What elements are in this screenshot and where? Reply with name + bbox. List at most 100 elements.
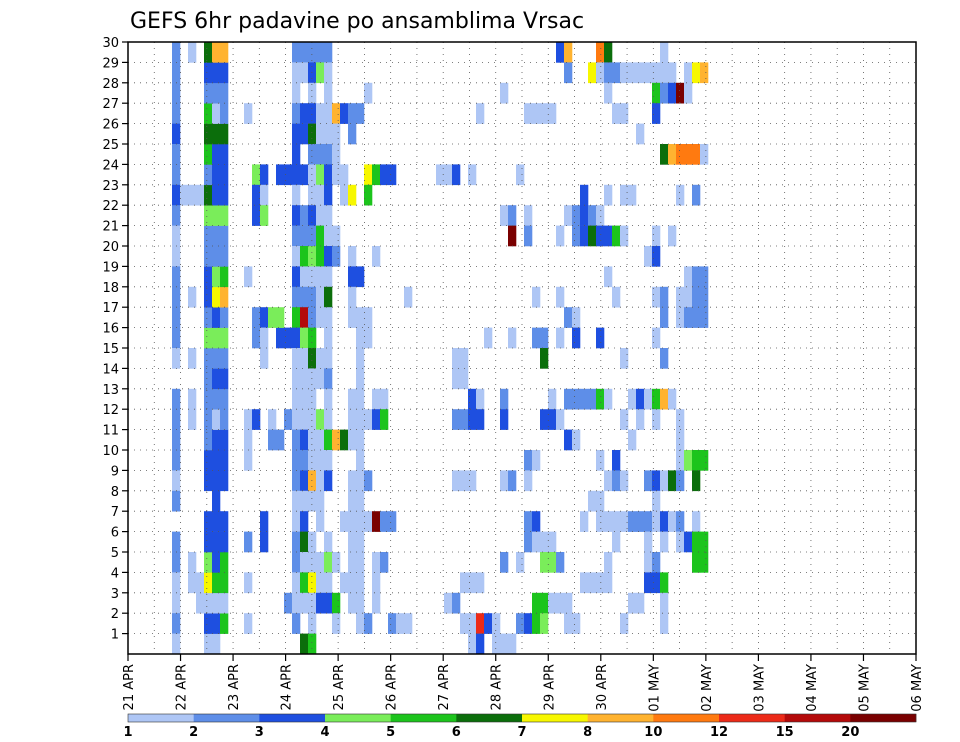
heatmap-cell: [452, 348, 461, 369]
heatmap-cell: [364, 164, 373, 186]
heatmap-cell: [316, 450, 325, 471]
heatmap-cell: [644, 511, 653, 532]
heatmap-cell: [204, 572, 213, 594]
y-tick-label: 11: [102, 424, 119, 439]
heatmap-cell: [300, 450, 309, 471]
heatmap-cell: [596, 490, 605, 512]
heatmap-cell: [316, 409, 325, 430]
heatmap-cell: [460, 409, 469, 430]
heatmap-cell: [668, 62, 677, 84]
heatmap-cell: [620, 613, 629, 634]
heatmap-cell: [204, 429, 213, 451]
heatmap-cell: [172, 286, 181, 308]
heatmap-cell: [380, 409, 389, 430]
heatmap-cell: [220, 205, 229, 226]
heatmap-cell: [500, 633, 509, 655]
heatmap-cell: [324, 62, 333, 84]
x-tick-label: 30 APR: [595, 664, 610, 710]
heatmap-cell: [700, 266, 709, 288]
heatmap-cell: [172, 123, 181, 145]
heatmap-cell: [476, 409, 485, 430]
heatmap-cell: [380, 388, 389, 410]
heatmap-cell: [676, 409, 685, 430]
heatmap-cell: [692, 450, 701, 471]
y-tick-label: 19: [102, 260, 119, 275]
heatmap-cell: [260, 307, 269, 328]
heatmap-cell: [220, 184, 229, 206]
x-tick-label: 25 APR: [332, 664, 347, 710]
heatmap-cell: [292, 470, 301, 492]
heatmap-cell: [652, 225, 661, 247]
heatmap-cell: [348, 511, 357, 532]
y-tick-label: 22: [102, 199, 119, 214]
x-tick-label: 04 MAY: [805, 664, 820, 712]
heatmap-cell: [308, 450, 317, 471]
heatmap-cell: [212, 103, 221, 124]
heatmap-cell: [356, 327, 365, 349]
heatmap-cell: [460, 368, 469, 390]
heatmap-cell: [660, 62, 669, 84]
heatmap-cell: [220, 286, 229, 308]
heatmap-cell: [300, 103, 309, 124]
heatmap-cell: [700, 62, 709, 84]
heatmap-cell: [324, 307, 333, 328]
heatmap-cell: [460, 572, 469, 594]
x-tick-label: 22 APR: [175, 664, 190, 710]
heatmap-cell: [204, 552, 213, 573]
heatmap-cell: [692, 184, 701, 206]
heatmap-cell: [564, 42, 573, 63]
heatmap-cell: [204, 368, 213, 390]
heatmap-cell: [188, 409, 197, 430]
heatmap-cell: [692, 531, 701, 553]
heatmap-cell: [308, 286, 317, 308]
axes: 1234567891011121314151617181920212223242…: [102, 36, 925, 712]
heatmap-cell: [292, 327, 301, 349]
heatmap-cell: [460, 470, 469, 492]
heatmap-cell: [676, 429, 685, 451]
heatmap-cell: [676, 470, 685, 492]
heatmap-cell: [596, 450, 605, 471]
heatmap-cell: [268, 409, 277, 430]
heatmap-cell: [260, 205, 269, 226]
heatmap-cell: [580, 388, 589, 410]
heatmap-cell: [452, 368, 461, 390]
heatmap-cell: [572, 225, 581, 247]
heatmap-cell: [332, 144, 341, 165]
heatmap-cell: [172, 184, 181, 206]
heatmap-cell: [300, 307, 309, 328]
heatmap-cell: [188, 552, 197, 573]
heatmap-cell: [348, 286, 357, 308]
heatmap-cell: [220, 144, 229, 165]
heatmap-cell: [636, 388, 645, 410]
heatmap-cell: [324, 388, 333, 410]
heatmap-cell: [452, 409, 461, 430]
heatmap-cell: [364, 82, 373, 104]
heatmap-cell: [644, 531, 653, 553]
heatmap-cell: [316, 511, 325, 532]
heatmap-cell: [212, 490, 221, 512]
heatmap-cell: [252, 307, 261, 328]
heatmap-cell: [524, 450, 533, 471]
heatmap-cell: [684, 307, 693, 328]
heatmap-cell: [604, 388, 613, 410]
heatmap-cell: [644, 246, 653, 267]
heatmap-cell: [660, 286, 669, 308]
heatmap-cell: [348, 429, 357, 451]
heatmap-cell: [324, 184, 333, 206]
heatmap-cell: [356, 348, 365, 369]
heatmap-cell: [316, 164, 325, 186]
heatmap-cell: [244, 572, 253, 594]
heatmap-cell: [476, 103, 485, 124]
heatmap-cell: [308, 531, 317, 553]
heatmap-cell: [684, 286, 693, 308]
heatmap-cell: [204, 307, 213, 328]
heatmap-cell: [476, 633, 485, 655]
legend-color-swatch: [850, 714, 917, 722]
heatmap-cell: [652, 490, 661, 512]
heatmap-cell: [692, 307, 701, 328]
heatmap-cell: [220, 592, 229, 614]
heatmap-cell: [700, 144, 709, 165]
heatmap-cell: [644, 552, 653, 573]
heatmap-cell: [292, 42, 301, 63]
legend-color-swatch: [390, 714, 457, 722]
